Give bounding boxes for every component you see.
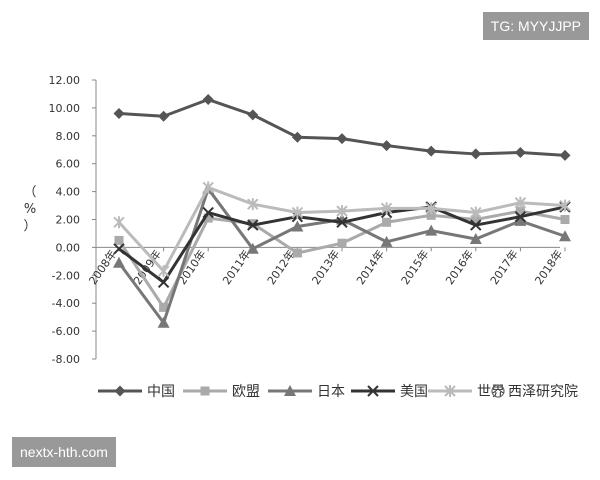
data-point <box>202 181 214 194</box>
data-point <box>560 215 570 224</box>
data-point <box>246 242 259 254</box>
data-point <box>202 206 214 219</box>
data-point <box>559 230 571 242</box>
data-point <box>336 205 348 218</box>
data-point <box>515 206 525 216</box>
data-point <box>157 316 170 328</box>
x-tick-label: 2014年 <box>353 247 387 287</box>
legend-item: 美国 <box>351 384 428 400</box>
data-point <box>157 265 170 278</box>
legend-marker <box>114 385 126 397</box>
data-point <box>514 196 527 209</box>
legend-item: 日本 <box>268 384 345 400</box>
data-point <box>247 109 259 121</box>
x-tick-label: 2016年 <box>442 247 476 287</box>
y-tick-label: 0.00 <box>56 241 81 254</box>
series-1 <box>113 94 571 161</box>
y-tick-labels: 12.00 10.00 8.00 6.00 4.00 2.00 0.00 -2.00 -4.00… <box>49 74 96 366</box>
data-point <box>114 235 124 245</box>
data-point <box>470 219 482 231</box>
y-tick-label: 4.00 <box>56 186 81 199</box>
series-group <box>113 94 571 328</box>
data-point <box>336 133 348 145</box>
legend-label: 美国 <box>400 384 428 400</box>
y-axis-label: （%） <box>23 185 36 234</box>
legend-marker <box>444 385 456 397</box>
series-5 <box>113 181 571 278</box>
data-point <box>426 210 436 220</box>
legend-item: 欧盟 <box>183 384 260 400</box>
wechat-icon <box>491 384 505 398</box>
data-point <box>113 216 125 229</box>
data-point <box>291 206 304 219</box>
data-point <box>470 148 482 160</box>
legend-label: 日本 <box>317 384 345 400</box>
y-tick-label: 8.00 <box>56 130 81 143</box>
data-point <box>159 302 169 312</box>
series-line <box>118 98 566 157</box>
data-point <box>381 140 393 152</box>
legend-marker <box>200 386 210 396</box>
x-tick-label: 2012年 <box>264 247 298 287</box>
y-tick-label: -8.00 <box>52 353 80 366</box>
data-point <box>157 276 170 288</box>
x-tick-labels: 2008年 2009年 2010年 2011年 2012年 2013年 2014年 2015年… <box>86 247 566 287</box>
data-point <box>292 248 302 258</box>
data-point <box>380 235 393 247</box>
data-point <box>425 224 438 236</box>
legend-label: 欧盟 <box>232 384 260 400</box>
y-tick-label: -4.00 <box>52 297 80 310</box>
data-point <box>559 149 571 161</box>
top-right-badge: TG: MYYJJPP <box>482 12 589 40</box>
y-tick-label: -6.00 <box>52 325 80 338</box>
y-tick-label: -2.00 <box>52 269 80 282</box>
x-tick-label: 2015年 <box>398 247 432 287</box>
data-point <box>158 110 170 122</box>
data-point <box>514 211 527 223</box>
y-tick-label: 6.00 <box>56 158 81 171</box>
legend-label: 中国 <box>147 384 175 400</box>
legend-marker <box>284 385 296 396</box>
data-point <box>202 94 214 106</box>
data-point <box>469 233 482 245</box>
data-point <box>247 219 259 231</box>
data-point <box>425 145 437 157</box>
data-point <box>291 220 304 232</box>
data-point <box>203 213 213 223</box>
series-2 <box>114 206 570 312</box>
legend-item: 中国 <box>98 384 175 400</box>
data-point <box>514 147 526 159</box>
x-tick-label: 2017年 <box>487 247 521 287</box>
watermark: 西泽研究院 <box>491 384 578 400</box>
data-point <box>247 198 259 211</box>
data-point <box>113 107 125 119</box>
data-point <box>291 131 303 143</box>
data-point <box>514 214 527 226</box>
legend-item: 世界 <box>428 384 505 400</box>
y-tick-label: 10.00 <box>49 102 81 115</box>
data-point <box>113 256 125 268</box>
data-point <box>336 216 348 228</box>
data-point <box>337 238 347 248</box>
data-point <box>113 243 125 255</box>
data-point <box>559 199 571 212</box>
data-point <box>382 217 392 227</box>
y-tick-label: 12.00 <box>49 74 81 87</box>
data-point <box>380 202 393 215</box>
legend: 中国 欧盟 日本 美国 世界 <box>98 384 505 400</box>
data-point <box>425 202 437 215</box>
data-point <box>471 215 481 224</box>
legend-label: 世界 <box>477 384 505 400</box>
x-tick-label: 2018年 <box>532 247 566 287</box>
legend-marker <box>367 385 379 397</box>
bottom-left-badge: nextx-hth.com <box>12 437 116 467</box>
data-point <box>470 206 482 219</box>
watermark-text: 西泽研究院 <box>508 384 578 400</box>
y-tick-label: 2.00 <box>56 214 81 227</box>
x-tick-label: 2013年 <box>309 247 343 287</box>
